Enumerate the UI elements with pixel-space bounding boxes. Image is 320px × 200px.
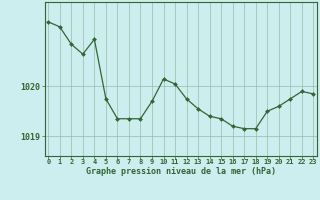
X-axis label: Graphe pression niveau de la mer (hPa): Graphe pression niveau de la mer (hPa) xyxy=(86,167,276,176)
